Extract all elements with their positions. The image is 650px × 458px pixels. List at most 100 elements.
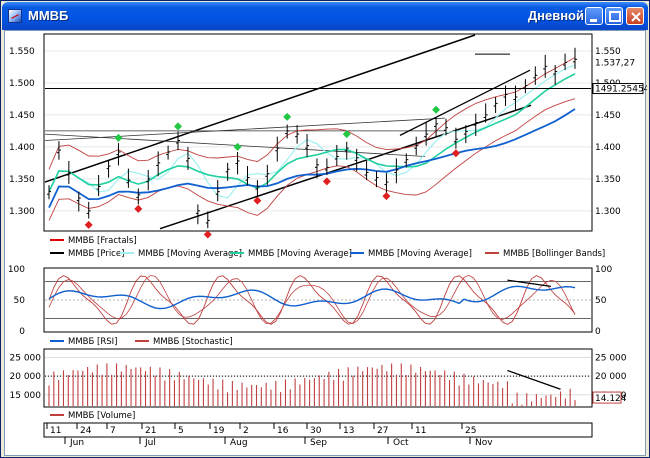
legend-label: ММВБ [RSI] [68,337,117,347]
osc-tick-label-right: 0 [595,327,601,337]
legend-label: ММВБ [Moving Average] [248,249,352,259]
level-badge [592,83,644,95]
y-tick-label-right: 1.400 [595,143,621,153]
legend-label: ММВБ [Volume] [68,411,135,421]
volume-last-value: 14.124 [595,394,627,404]
osc-tick-label: 50 [14,296,26,306]
time-month-label: Jul [144,438,156,448]
osc-tick-label: 100 [8,265,25,275]
volume-tick-label-right: 25 000 [595,353,627,363]
fractal-up-marker [283,112,292,121]
time-day-label: 21 [145,426,156,436]
trend-line [399,69,531,136]
legend-label: ММВБ [Bollinger Bands] [503,249,605,259]
time-day-label: 30 [310,426,322,436]
chart-icon [8,9,22,23]
y-tick-label: 1.550 [9,47,35,57]
time-month-label: Aug [230,438,248,448]
price-bars [47,47,577,229]
fractal-markers [84,105,460,239]
time-axis: 11 24 7 21 5 19 2 16 30 13 27 11 25 Jun Jul Aug Sep Oct No… [46,423,493,448]
osc-trend-line [507,279,551,288]
time-month-label: Nov [475,438,493,448]
channel-lines [44,34,532,230]
trend-line [44,34,476,183]
stochastic-line [48,275,576,325]
time-day-label: 16 [277,426,289,436]
time-month-label: Sep [310,438,327,448]
bollinger-bands [48,57,576,221]
fractal-down-marker [451,149,460,158]
fractal-down-marker [203,230,212,239]
chart-canvas[interactable]: 1.5501.5501.5001.5001.4501.4501.4001.400… [5,31,647,457]
y-tick-label: 1.400 [9,143,35,153]
minimize-icon [590,19,597,22]
fractal-down-marker [134,204,143,213]
y-tick-label: 1.450 [9,111,35,121]
time-day-label: 7 [110,426,116,436]
fractal-up-marker [342,130,351,139]
osc-tick-label-right: 100 [595,265,612,275]
ma-fast [48,64,576,199]
y-tick-label-right: 1.450 [595,111,621,121]
ma-mid [48,73,576,192]
legend-label: ММВБ [Moving Average] [368,249,472,259]
volume-trend-line [507,369,561,390]
volume-tick-label: 25 000 [10,353,42,363]
oscillator-lines: 100 100 50 50 0 0 [8,265,613,337]
window-title: ММВБ [28,8,69,23]
bollinger-upper [48,57,576,170]
chart-area[interactable]: 1.5501.5501.5001.5001.4501.4501.4001.400… [4,30,647,457]
fractal-down-marker [253,196,262,205]
price-axis: 1.5501.5501.5001.5001.4501.4501.4001.400… [9,47,647,217]
close-icon [631,12,641,22]
time-month-label: Jun [69,438,84,448]
time-month-label: Oct [393,438,409,448]
fractal-up-marker [114,133,123,142]
timeframe-label[interactable]: Дневной [527,8,584,23]
trend-line [44,133,426,157]
legend-label: ММВБ [Moving Average] [138,249,242,259]
y-tick-label-right: 1.350 [595,175,621,185]
maximize-button[interactable] [605,7,623,25]
volume-tick-label: 20 000 [10,372,42,382]
time-axis-frame [43,422,593,438]
time-day-label: 19 [213,426,225,436]
time-day-label: 25 [465,426,476,436]
y-tick-label: 1.500 [9,79,35,89]
y-tick-label-right: 1.550 [595,47,621,57]
time-day-label: 24 [80,426,92,436]
fractal-up-marker [174,122,183,131]
trend-line [159,104,532,230]
osc-tick-label: 0 [19,327,25,337]
fractal-down-marker [322,177,331,186]
time-day-label: 5 [178,426,184,436]
fractal-up-marker [233,142,242,151]
legend-label: ММВБ [Price] [68,249,124,259]
ma-slow [48,108,576,208]
time-day-label: 2 [243,426,249,436]
moving-averages [48,64,576,208]
minimize-button[interactable] [585,7,603,25]
fractal-down-marker [84,220,93,229]
time-day-label: 13 [343,426,354,436]
last-price: 1.537,27 [595,58,635,68]
time-day-label: 11 [50,426,61,436]
y-tick-label: 1.350 [9,175,35,185]
price-panel-frame [43,33,593,232]
volume-badge [592,391,622,404]
price-grid [45,50,591,212]
legend-label: ММВБ [Fractals] [68,236,137,246]
osc-tick-label-right: 50 [595,296,607,306]
bollinger-lower [48,98,576,221]
title-bar[interactable]: ММВБ Дневной [2,2,648,30]
legends: ММВБ [Fractals] ММВБ [Price] ММВБ [Moving … [50,236,605,421]
time-day-label: 27 [377,426,388,436]
close-button[interactable] [626,7,644,25]
time-day-label: 11 [415,426,426,436]
maximize-icon [609,11,621,22]
level-value: 1491.25454 [595,85,647,95]
y-tick-label: 1.300 [9,207,35,217]
